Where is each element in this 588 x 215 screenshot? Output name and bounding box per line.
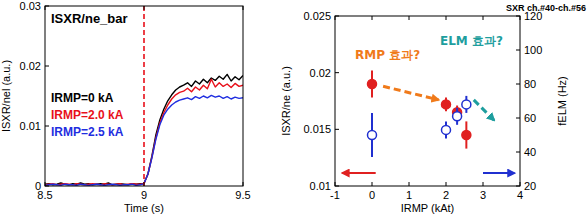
y-tick-label: 0.03 [20, 0, 41, 12]
x-tick-top [372, 16, 373, 20]
y-tick [335, 129, 339, 130]
y-tick-label: 0.02 [20, 60, 41, 72]
y2-tick-label: 100 [524, 44, 542, 56]
x-tick [45, 182, 46, 186]
x-tick-label: 3 [480, 189, 486, 201]
y-tick [335, 186, 339, 187]
plot-frame [335, 16, 520, 186]
y-tick [335, 16, 339, 17]
x-tick-top [144, 6, 145, 10]
y2-tick [516, 84, 520, 85]
data-point [442, 125, 451, 134]
y-axis-label: ISXR/ne (a.u.) [280, 66, 292, 136]
y-tick-label: 0.02 [310, 67, 331, 79]
annotation: RMP 효과? [355, 48, 420, 62]
y2-tick [516, 118, 520, 119]
annotation-arrow [383, 86, 439, 100]
x-tick-label: 1 [406, 189, 412, 201]
y2-tick [516, 50, 520, 51]
x-tick [243, 182, 244, 186]
left-axis-arrow [342, 172, 375, 174]
x-tick-label: 9 [141, 189, 147, 201]
left-chart: 8.599.500.010.020.03ISXR/ne_barIRMP=0 kA… [0, 0, 251, 214]
x-tick-label: -1 [330, 189, 340, 201]
x-axis-label: Time (s) [124, 202, 164, 214]
x-tick-top [446, 16, 447, 20]
annotation-arrow [474, 100, 494, 120]
x-tick-top [243, 6, 244, 10]
y2-tick [516, 16, 520, 17]
x-tick-top [45, 6, 46, 10]
figure: 8.599.500.010.020.03ISXR/ne_barIRMP=0 kA… [0, 0, 588, 215]
x-tick-top [483, 16, 484, 20]
plot-frame [45, 6, 243, 186]
y-tick [335, 72, 339, 73]
x-tick [144, 182, 145, 186]
data-point [368, 131, 377, 140]
data-point [453, 112, 462, 121]
x-tick-label: 2 [443, 189, 449, 201]
legend-entry: IRMP=0 kA [51, 91, 114, 105]
data-point [462, 100, 471, 109]
data-point [368, 80, 377, 89]
trace-line [45, 95, 243, 185]
y2-tick-label: 20 [524, 180, 536, 192]
x-tick-label: 9.5 [235, 189, 250, 201]
y-tick [45, 6, 49, 7]
plot-area [45, 6, 243, 186]
y2-tick-label: 40 [524, 146, 536, 158]
x-tick [335, 182, 336, 186]
reference-line [143, 6, 145, 186]
x-tick [446, 182, 447, 186]
y2-tick-label: 60 [524, 112, 536, 124]
right-chart: -1012340.010.0150.020.02520406080100120R… [280, 3, 586, 214]
series [368, 96, 471, 157]
legend-entry: IRMP=2.5 kA [51, 125, 124, 139]
plot-area [342, 70, 514, 173]
y2-axis-label: fELM (Hz) [556, 76, 568, 126]
y-axis-label: ISXR/nel (a.u.) [0, 60, 12, 132]
x-tick-top [520, 16, 521, 20]
x-tick [409, 182, 410, 186]
y2-tick [516, 152, 520, 153]
data-point [442, 100, 451, 109]
y-tick [45, 66, 49, 67]
y-tick-label: 0.01 [310, 180, 331, 192]
right-axis-arrow [483, 172, 514, 174]
y-tick-label: 0.01 [20, 120, 41, 132]
legend-entry: IRMP=2.0 kA [51, 108, 124, 122]
chart-title: ISXR/ne_bar [51, 11, 128, 26]
y2-tick-label: 80 [524, 78, 536, 90]
x-tick [520, 182, 521, 186]
series [368, 70, 471, 148]
annotation: ELM 효과? [440, 34, 503, 48]
x-tick-label: 0 [369, 189, 375, 201]
x-tick-top [335, 16, 336, 20]
x-tick [372, 182, 373, 186]
x-tick-top [409, 16, 410, 20]
y-tick [45, 186, 49, 187]
y-tick-label: 0 [35, 180, 41, 192]
x-tick-label: 4 [517, 189, 523, 201]
x-tick [483, 182, 484, 186]
x-axis-label: IRMP (kAt) [401, 202, 455, 214]
data-point [462, 131, 471, 140]
y-tick-label: 0.015 [303, 123, 331, 135]
y-tick-label: 0.025 [303, 10, 331, 22]
y-tick [45, 126, 49, 127]
chart-title: SXR ch.#40-ch.#56 [506, 3, 586, 13]
y2-tick [516, 186, 520, 187]
